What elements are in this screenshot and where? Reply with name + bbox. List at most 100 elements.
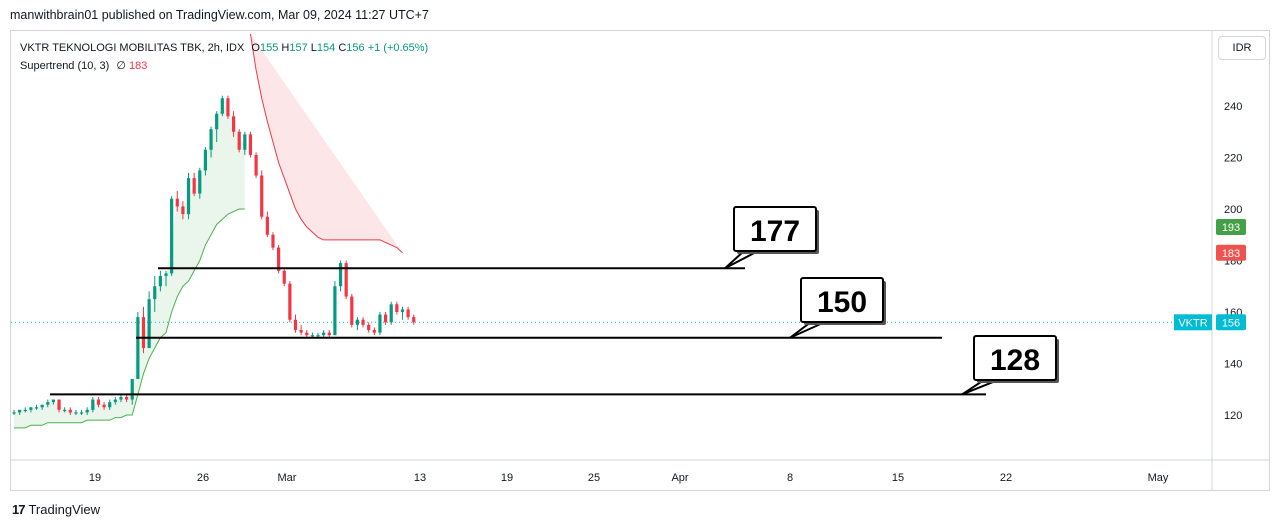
- supertrend-up-fill: [14, 106, 245, 428]
- candle-body[interactable]: [226, 98, 230, 117]
- candle-body[interactable]: [136, 317, 140, 379]
- candle-body[interactable]: [108, 402, 112, 408]
- candle-body[interactable]: [220, 98, 224, 114]
- callout-box[interactable]: [973, 335, 1057, 381]
- change-value: +1 (+0.65%): [367, 42, 429, 54]
- candle-body[interactable]: [299, 330, 303, 333]
- candle-body[interactable]: [271, 234, 275, 248]
- candle-body[interactable]: [102, 404, 106, 408]
- candle-body[interactable]: [79, 412, 84, 414]
- candle-body[interactable]: [209, 129, 213, 150]
- candle-body[interactable]: [153, 286, 157, 300]
- candle-body[interactable]: [237, 131, 241, 150]
- currency-button[interactable]: IDR: [1218, 36, 1266, 60]
- candle-body[interactable]: [57, 399, 61, 410]
- candle-body[interactable]: [113, 399, 117, 403]
- candle-body[interactable]: [310, 335, 314, 337]
- footer-brand-text: TradingView: [28, 502, 101, 517]
- symbol-title[interactable]: VKTR TEKNOLOGI MOBILITAS TBK, 2h, IDX: [20, 42, 245, 54]
- candle-body[interactable]: [23, 409, 27, 412]
- last-price-tag-bg: [1216, 314, 1246, 331]
- candle-body[interactable]: [18, 409, 22, 413]
- candle-body[interactable]: [383, 314, 388, 323]
- candle-body[interactable]: [158, 275, 162, 287]
- candle-body[interactable]: [322, 332, 326, 336]
- candle-body[interactable]: [170, 198, 174, 274]
- x-tick-label: 26: [197, 472, 209, 484]
- candle-body[interactable]: [260, 175, 264, 217]
- candle-body[interactable]: [344, 263, 348, 297]
- candle-body[interactable]: [175, 198, 179, 207]
- candle-body[interactable]: [141, 317, 146, 349]
- candle-body[interactable]: [119, 396, 123, 400]
- candle-body[interactable]: [243, 134, 247, 150]
- candle-body[interactable]: [254, 154, 258, 176]
- candle-body[interactable]: [68, 409, 72, 413]
- candle-body[interactable]: [293, 319, 298, 331]
- candle-body[interactable]: [192, 178, 196, 194]
- candle-body[interactable]: [395, 304, 399, 312]
- x-tick-label: 22: [1000, 472, 1012, 484]
- x-tick-label: 15: [892, 472, 904, 484]
- candle-body[interactable]: [147, 299, 151, 349]
- callout-box[interactable]: [800, 277, 884, 323]
- indicator-visibility-icon[interactable]: ∅: [116, 60, 126, 72]
- candle-body[interactable]: [361, 319, 365, 325]
- candle-body[interactable]: [96, 399, 101, 405]
- candle-body[interactable]: [12, 412, 16, 414]
- candle-body[interactable]: [265, 216, 269, 235]
- chart-frame[interactable]: [10, 30, 1270, 491]
- candle-body[interactable]: [91, 399, 95, 410]
- x-tick-label: 19: [89, 472, 101, 484]
- candle-body[interactable]: [34, 407, 39, 409]
- candle-body[interactable]: [350, 296, 354, 325]
- candle-body[interactable]: [282, 270, 286, 284]
- candle-body[interactable]: [355, 319, 360, 325]
- candle-body[interactable]: [277, 247, 281, 271]
- indicator-row: Supertrend (10, 3) ∅ 183: [20, 57, 428, 75]
- candle-body[interactable]: [181, 206, 185, 215]
- candle-body[interactable]: [248, 134, 253, 155]
- candle-body[interactable]: [288, 283, 292, 320]
- candle-body[interactable]: [400, 309, 405, 312]
- y-tick-label: 200: [1224, 204, 1242, 216]
- candle-body[interactable]: [85, 409, 89, 413]
- candle-body[interactable]: [186, 178, 191, 215]
- x-tick-label: 25: [588, 472, 600, 484]
- candle-body[interactable]: [406, 309, 410, 318]
- callout-label-128: 128: [990, 344, 1040, 377]
- candle-body[interactable]: [29, 407, 33, 410]
- candle-body[interactable]: [333, 286, 337, 336]
- candle-body[interactable]: [46, 402, 50, 405]
- candle-body[interactable]: [231, 116, 236, 132]
- candle-body[interactable]: [125, 396, 129, 400]
- candle-body[interactable]: [63, 409, 67, 412]
- indicator-name[interactable]: Supertrend (10, 3): [20, 60, 110, 72]
- candle-body[interactable]: [316, 335, 320, 337]
- candle-body[interactable]: [198, 170, 202, 194]
- supertrend-tag: 183: [1222, 248, 1240, 260]
- candle-body[interactable]: [51, 399, 56, 403]
- footer-brand[interactable]: 17 TradingView: [12, 502, 100, 517]
- candle-body[interactable]: [338, 263, 343, 287]
- candle-body[interactable]: [412, 317, 416, 323]
- candle-body[interactable]: [215, 113, 219, 130]
- candle-body[interactable]: [327, 332, 331, 336]
- indicator-value: 183: [129, 60, 148, 72]
- candle-body[interactable]: [203, 149, 208, 171]
- x-tick-label: 19: [501, 472, 513, 484]
- candle-body[interactable]: [40, 404, 44, 408]
- candle-body[interactable]: [305, 332, 309, 336]
- candle-body[interactable]: [130, 378, 134, 400]
- candle-body[interactable]: [164, 273, 168, 276]
- candle-body[interactable]: [74, 412, 78, 414]
- candle-body[interactable]: [372, 330, 376, 333]
- candle-body[interactable]: [378, 314, 382, 333]
- supertrend-up-tag-bg: [1216, 219, 1246, 236]
- candle-body[interactable]: [367, 324, 371, 331]
- candle-body[interactable]: [389, 304, 393, 323]
- x-tick-label: 8: [787, 472, 793, 484]
- open-value: 155: [259, 42, 279, 54]
- callout-box[interactable]: [733, 206, 817, 252]
